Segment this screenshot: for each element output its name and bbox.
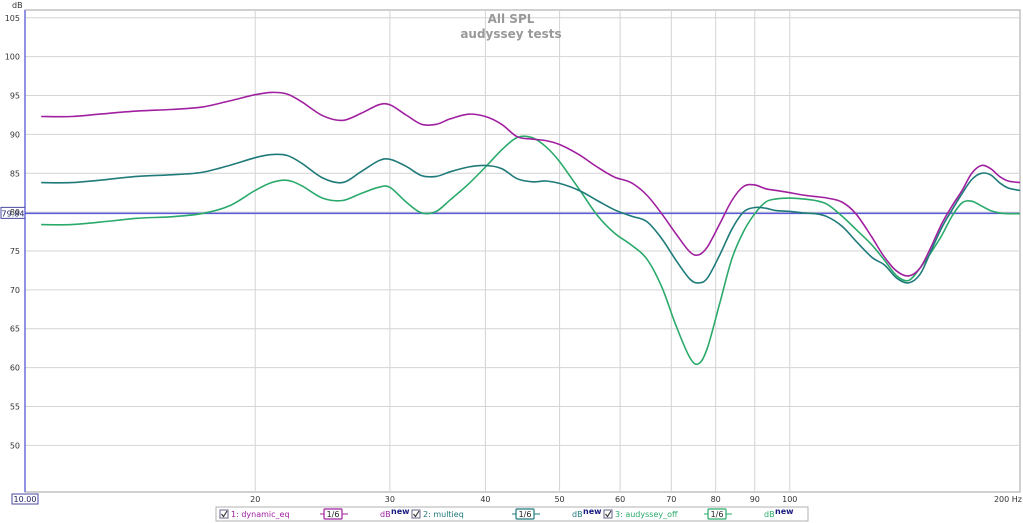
grid-lines [25,10,1020,492]
legend-checkbox-audyssey-off[interactable] [603,509,613,519]
y-tick-label: 100 [5,53,20,62]
y-tick-label: 85 [10,169,20,178]
legend-smoothing-box[interactable] [707,508,727,520]
legend-checkbox-multieq[interactable] [411,509,421,519]
legend-label-multieq: 2: multieq [423,510,464,519]
x-tick-label: 90 [750,495,760,504]
y-tick-label: 60 [10,364,20,373]
legend-label-audyssey-off: 3: audyssey_off [615,510,678,519]
axis-labels: 50 55 60 65 70 75 80 85 90 95 100 105 20 30 40 50 60 70 80… [5,10,1022,505]
series-line-audyssey-off [41,135,1021,366]
y-tick-label: 95 [10,92,20,101]
series-line-dynamic-eq [41,91,1021,277]
legend-smoothing-box[interactable] [515,508,535,520]
series-line-multieq [41,153,1021,284]
checkmark-icon [605,510,612,518]
x-tick-label: 20 [250,495,260,504]
x-tick-label: 50 [554,495,564,504]
legend-smoothing-label: 1/6 [711,510,724,519]
legend-checkbox-dynamic-eq[interactable] [219,509,229,519]
x-origin-label: 10.00 [14,495,37,504]
legend-new-tag[interactable]: new [583,507,602,516]
legend-unit-label: dB [572,510,583,519]
y-axis-unit-label: dB [12,1,23,10]
legend-unit-label: dB [380,510,391,519]
legend-label-dynamic-eq: 1: dynamic_eq [231,510,290,519]
series-lines [41,91,1021,366]
y-tick-label: 70 [10,286,20,295]
x-tick-label: 80 [711,495,721,504]
chart-subtitle: audyssey tests [460,27,561,41]
legend-new-tag[interactable]: new [775,507,794,516]
y-tick-label: 50 [10,441,20,450]
x-tick-label: 40 [480,495,490,504]
y-tick-label: 80 [10,208,20,217]
checkmark-icon [413,510,420,518]
x-tick-label: 60 [615,495,625,504]
reference-value-label: 79.84 [2,209,25,218]
y-tick-label: 90 [10,130,20,139]
y-tick-label: 75 [10,247,20,256]
legend-smoothing-label: 1/6 [519,510,532,519]
x-tick-label: 200 Hz [994,495,1022,504]
legend-new-tag[interactable]: new [391,507,410,516]
legend-unit-label: dB [764,510,775,519]
legend-smoothing-label: 1/6 [327,510,340,519]
legend: 1: dynamic_eq 1/6 dB new 2: multieq 1/6 dB new 3… [215,506,809,522]
legend-smoothing-box[interactable] [323,508,343,520]
y-tick-label: 55 [10,402,20,411]
y-tick-label: 65 [10,325,20,334]
checkmark-icon [221,510,228,518]
chart-title: All SPL [488,12,535,26]
x-tick-label: 70 [666,495,676,504]
x-tick-label: 30 [385,495,395,504]
x-origin-box [11,493,39,505]
x-tick-label: 100 [782,495,797,504]
y-tick-label: 105 [5,14,20,23]
